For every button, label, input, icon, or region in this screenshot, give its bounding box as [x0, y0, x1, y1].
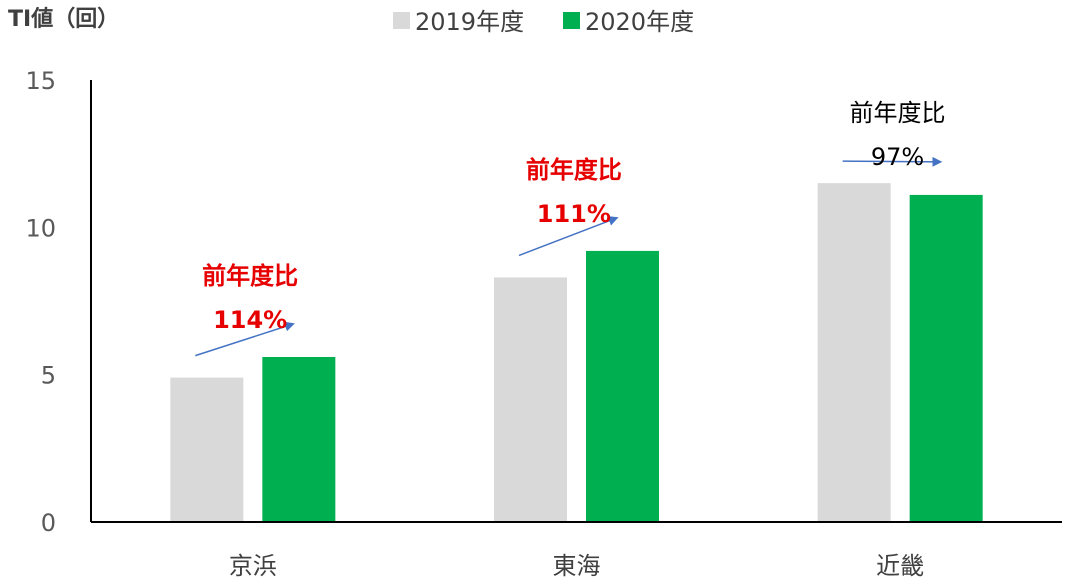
- y-tick-label: 0: [41, 509, 56, 537]
- y-tick-label: 10: [25, 214, 56, 242]
- legend-label-0: 2019年度: [415, 8, 524, 36]
- annotation-value-0: 114%: [213, 306, 287, 334]
- category-label-1: 東海: [553, 552, 601, 580]
- legend-label-1: 2020年度: [585, 8, 694, 36]
- category-label-2: 近畿: [876, 552, 924, 580]
- category-labels: 京浜 東海 近畿: [229, 552, 924, 580]
- category-label-0: 京浜: [229, 552, 277, 580]
- legend: 2019年度 2020年度: [393, 8, 694, 36]
- bar-2-0: [817, 183, 891, 522]
- bar-1-1: [586, 250, 659, 522]
- y-axis-title: TI値（回）: [8, 7, 119, 32]
- annotation-value-2: 97%: [871, 143, 924, 171]
- y-tick-label: 15: [25, 67, 56, 95]
- y-axis-ticks: 0 5 10 15: [25, 67, 56, 537]
- y-tick-label: 5: [41, 362, 56, 390]
- trend-arrow-0: [195, 321, 295, 357]
- bar-2-1: [909, 194, 983, 523]
- bar-0-1: [262, 356, 336, 522]
- bar-0-0: [170, 377, 244, 522]
- legend-swatch-0: [393, 12, 410, 29]
- bar-1-0: [494, 277, 567, 522]
- annotations: 前年度比 114% 前年度比 111% 前年度比 97%: [195, 99, 945, 357]
- annotation-value-1: 111%: [537, 200, 611, 228]
- annotation-label-0: 前年度比: [202, 262, 298, 290]
- bars: [170, 183, 983, 523]
- annotation-label-2: 前年度比: [849, 99, 945, 127]
- trend-arrow-2: [842, 156, 943, 167]
- annotation-label-1: 前年度比: [526, 156, 622, 184]
- legend-swatch-1: [563, 12, 580, 29]
- trend-arrow-1: [518, 216, 619, 257]
- axes: [90, 80, 1062, 523]
